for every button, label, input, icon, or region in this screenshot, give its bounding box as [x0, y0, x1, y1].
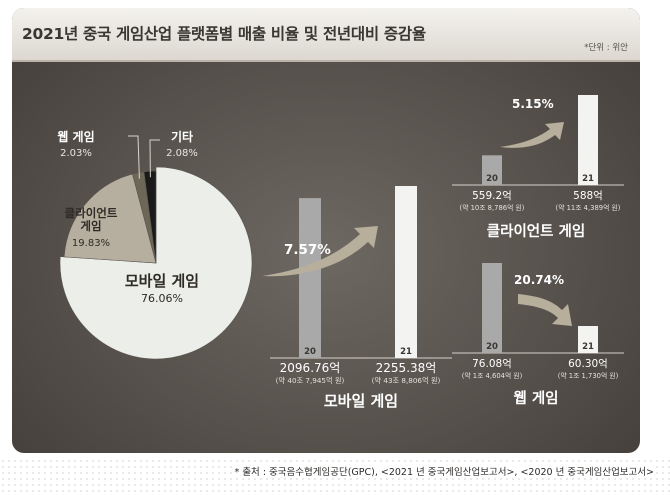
page-title: 2021년 중국 게임산업 플랫폼별 매출 비율 및 전년대비 증감율 [22, 25, 426, 43]
pie-pct-mobile: 76.06% [141, 292, 183, 305]
bar-value-label: 60.30억 [568, 358, 608, 370]
web-panel: 20 76.08억(약 1조 4,604억 원) 21 60.30억(약 1조 1,7… [452, 263, 624, 407]
web-panel-title: 웹 게임 [513, 390, 558, 407]
bar-year-label: 20 [304, 347, 316, 357]
bar-클라이언트-게임-20 [482, 155, 502, 185]
bar-웹-게임-21 [578, 326, 598, 353]
pie-label-web: 웹 게임 [57, 129, 94, 144]
bar-note-label: (약 1조 1,730억 원) [558, 371, 619, 380]
bar-value-label: 588억 [573, 190, 603, 202]
mobile-panel-title: 모바일 게임 [324, 392, 398, 410]
source-note: * 출처 : 중국음수협게임공단(GPC), <2021 년 중국게임산업보고서… [232, 464, 656, 478]
bar-note-label: (약 11조 4,389억 원) [556, 203, 621, 212]
pie-pct-web: 2.03% [60, 148, 92, 159]
client-panel-title: 클라이언트 게임 [487, 222, 585, 240]
infographic-card: 2021년 중국 게임산업 플랫폼별 매출 비율 및 전년대비 증감율 *단위 … [12, 8, 640, 453]
pie-label-mobile: 모바일 게임 [125, 272, 199, 290]
bar-모바일-게임-21 [395, 186, 417, 358]
bar-note-label: (약 43조 8,806억 원) [372, 376, 441, 385]
bar-year-label: 21 [582, 342, 594, 352]
bar-클라이언트-게임-21 [578, 95, 598, 185]
bar-year-label: 20 [486, 174, 498, 184]
bar-모바일-게임-20 [299, 198, 321, 358]
pie-pct-other: 2.08% [166, 148, 198, 159]
bar-year-label: 21 [582, 174, 594, 184]
bar-value-label: 559.2억 [472, 190, 512, 202]
other-leader-line [149, 139, 160, 178]
mobile-change-label: 7.57% [284, 242, 331, 258]
web-decline-arrow [518, 294, 572, 326]
bar-value-label: 2255.38억 [376, 361, 437, 375]
bar-year-label: 20 [486, 342, 498, 352]
pie-label-other: 기타 [171, 129, 193, 144]
bar-note-label: (약 40조 7,945억 원) [276, 376, 345, 385]
pie-pct-client: 19.83% [72, 238, 110, 249]
bar-year-label: 21 [400, 347, 412, 357]
unit-note: *단위 : 위안 [584, 43, 628, 53]
web-leader-line [128, 135, 140, 179]
web-change-label: 20.74% [514, 273, 564, 287]
chart-canvas: 모바일 게임 76.06% 클라이언트 게임 19.83% 웹 게임 2.03% 기타 2.08… [57, 95, 624, 410]
bar-웹-게임-20 [482, 263, 502, 353]
pie-label-client: 클라이언트 게임 [65, 206, 118, 233]
mobile-growth-arrow [262, 226, 378, 277]
client-change-label: 5.15% [512, 97, 554, 111]
bar-value-label: 2096.76억 [280, 361, 341, 375]
header-bar: 2021년 중국 게임산업 플랫폼별 매출 비율 및 전년대비 증감율 *단위 … [12, 8, 640, 62]
pie-slice-mobile [59, 166, 253, 360]
pie-chart: 모바일 게임 76.06% 클라이언트 게임 19.83% 웹 게임 2.03% 기타 2.08… [57, 129, 253, 360]
bar-value-label: 76.08억 [472, 358, 512, 370]
mobile-panel: 20 2096.76억(약 40조 7,945억 원) 21 2255.38억(약 4… [262, 186, 452, 410]
bar-note-label: (약 10조 8,786억 원) [460, 203, 525, 212]
client-growth-arrow [500, 122, 564, 148]
pie-slice-client [63, 173, 157, 264]
bar-note-label: (약 1조 4,604억 원) [462, 371, 523, 380]
client-panel: 20 559.2억(약 10조 8,786억 원) 21 588억(약 11조 4,3… [452, 95, 624, 240]
